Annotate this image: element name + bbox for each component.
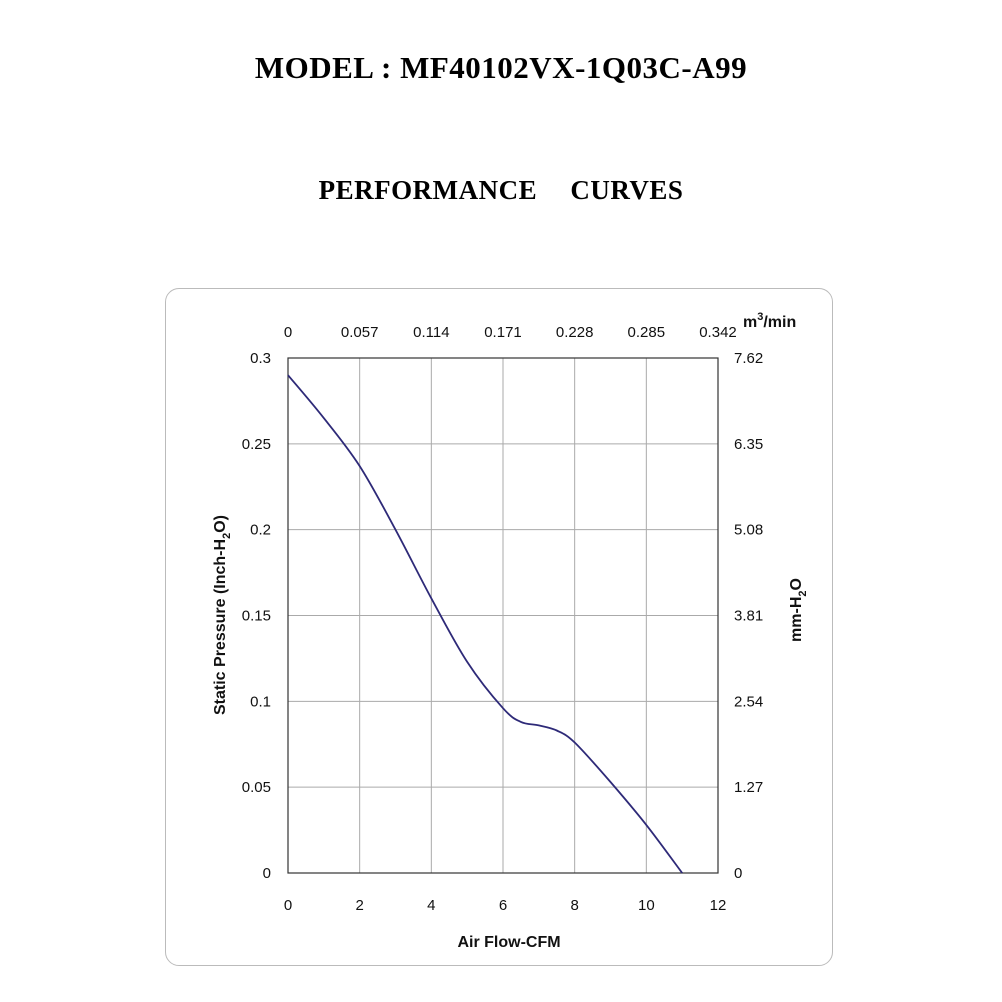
y-tick-label: 0.25: [242, 436, 271, 453]
x-tick-label: 12: [710, 897, 727, 914]
y2-axis-title-main: mm-H: [788, 597, 805, 642]
grid: [288, 358, 718, 873]
x-tick-label: 4: [427, 897, 435, 914]
y2-tick-label: 3.81: [734, 608, 763, 625]
x2-tick-label: 0.342: [699, 324, 737, 341]
x2-unit-main: m: [743, 314, 757, 331]
x-tick-label: 0: [284, 897, 292, 914]
x-axis-title: Air Flow-CFM: [457, 934, 560, 951]
y2-tick-label: 5.08: [734, 522, 763, 539]
x2-tick-label: 0.057: [341, 324, 379, 341]
y-tick-label: 0.15: [242, 608, 271, 625]
x2-tick-label: 0.285: [628, 324, 666, 341]
x-tick-label: 6: [499, 897, 507, 914]
y2-axis-title: mm-H2O: [788, 578, 809, 642]
plot-border: [287, 357, 719, 874]
y-axis-title-main: Static Pressure (Inch-H: [212, 539, 229, 715]
y2-tick-label: 6.35: [734, 436, 763, 453]
y2-axis-title-sub: 2: [797, 590, 809, 596]
x2-unit-tail: /min: [763, 314, 796, 331]
y2-tick-label: 2.54: [734, 693, 763, 710]
y-tick-label: 0.2: [250, 522, 271, 539]
y2-tick-label: 7.62: [734, 350, 763, 367]
y-tick-label: 0: [263, 865, 271, 882]
x2-tick-label: 0.171: [484, 324, 522, 341]
y-tick-label: 0.05: [242, 779, 271, 796]
y-axis-title: Static Pressure (Inch-H2O): [212, 515, 233, 715]
x2-tick-label: 0.114: [413, 324, 449, 341]
x2-axis-unit: m3/min: [743, 311, 796, 331]
y-axis-title-sub: 2: [221, 533, 233, 539]
chart-frame: [165, 288, 833, 966]
pressure-flow-curve: [287, 374, 683, 874]
y-tick-label: 0.3: [250, 350, 271, 367]
x-tick-label: 2: [355, 897, 363, 914]
tick-labels: 0020.05740.11460.17180.228100.285120.342…: [242, 324, 763, 914]
x2-tick-label: 0: [284, 324, 292, 341]
y2-tick-label: 0: [734, 865, 742, 882]
performance-curves-title: PERFORMANCE CURVES: [318, 175, 684, 205]
y2-axis-title-tail: O: [788, 578, 805, 590]
y-tick-label: 0.1: [250, 693, 271, 710]
x2-tick-label: 0.228: [556, 324, 594, 341]
x-tick-label: 8: [570, 897, 578, 914]
x2-unit-sup: 3: [757, 311, 763, 323]
model-title: MODEL : MF40102VX-1Q03C-A99: [254, 50, 748, 85]
x-tick-label: 10: [638, 897, 655, 914]
y2-tick-label: 1.27: [734, 779, 763, 796]
y-axis-title-tail: O): [212, 515, 229, 533]
